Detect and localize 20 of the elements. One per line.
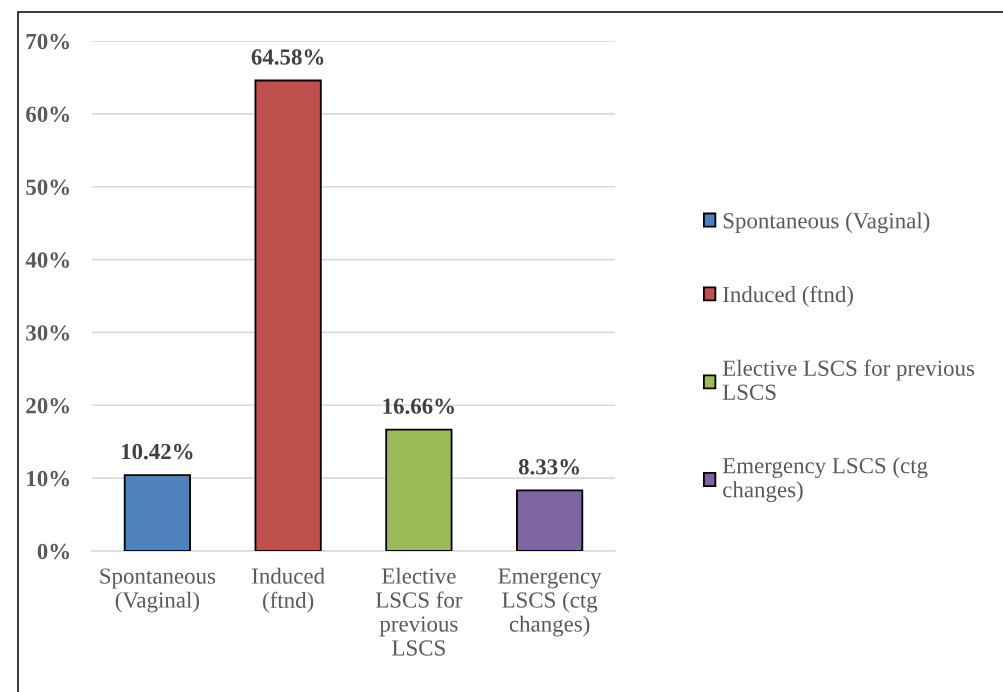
data-label: 10.42%: [121, 443, 193, 460]
data-label: 64.58%: [251, 49, 324, 65]
y-tick-label: 40%: [25, 252, 70, 268]
x-tick-label: Spontaneous (Vaginal): [100, 568, 216, 613]
legend-label: Elective LSCS for previous LSCS: [722, 359, 975, 400]
y-tick-label: 20%: [26, 398, 70, 414]
y-tick-label: 10%: [27, 470, 70, 487]
x-tick-label: Elective LSCS for previous LSCS: [375, 567, 463, 656]
y-tick-label: 50%: [26, 179, 70, 195]
legend-label: Spontaneous (Vaginal): [723, 212, 930, 234]
data-label: 16.66%: [383, 398, 454, 414]
legend-label: Induced (ftnd): [723, 285, 853, 307]
y-tick-label: 60%: [26, 106, 70, 123]
x-tick-label: Induced (ftnd): [252, 567, 325, 613]
x-tick-label: Emergency LSCS (ctg changes): [498, 568, 602, 637]
y-tick-label: 70%: [26, 33, 70, 50]
legend-label: Emergency LSCS (ctg changes): [722, 457, 928, 503]
data-label: 8.33%: [518, 459, 579, 475]
y-tick-label: 30%: [26, 325, 70, 341]
y-tick-label: 0%: [37, 543, 70, 560]
